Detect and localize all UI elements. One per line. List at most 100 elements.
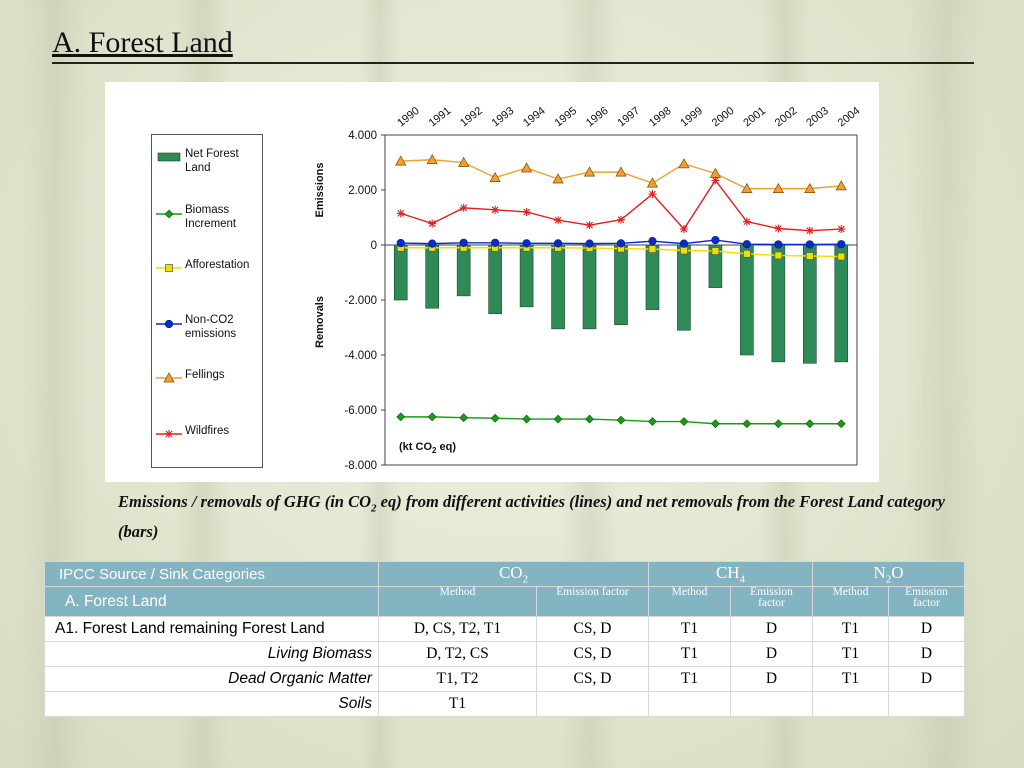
table-cell: T1 — [648, 616, 731, 642]
row-label: Living Biomass — [44, 641, 379, 667]
legend-marker — [165, 430, 173, 438]
marker-stroke — [523, 208, 530, 216]
table-header-n2o: N2O — [812, 561, 965, 587]
point-non-co2-emissions — [711, 235, 720, 245]
legend-label: Fellings — [185, 369, 225, 381]
table-cell: T1, T2 — [378, 666, 537, 692]
x-tick-label: 2002 — [773, 105, 800, 130]
legend-symbol — [156, 264, 182, 272]
point-wildfires — [679, 225, 688, 234]
marker-stroke — [460, 204, 468, 212]
bar-net-forest-land — [488, 244, 502, 315]
point-wildfires — [459, 203, 468, 212]
legend-item: Afforestation — [152, 257, 262, 291]
x-tick-label: 1997 — [615, 105, 642, 130]
legend-label: Net Forest Land — [185, 148, 239, 174]
point-wildfires — [585, 221, 594, 230]
marker-stroke — [712, 176, 719, 184]
gas-formula: O — [891, 562, 904, 582]
point-non-co2-emissions — [522, 239, 531, 248]
point-wildfires — [491, 205, 500, 214]
point-afforestation — [743, 249, 751, 258]
point-fellings — [804, 182, 816, 193]
table-header-row: IPCC Source / Sink Categories CO2 CH4 N2… — [44, 561, 965, 587]
table-cell: D — [888, 641, 965, 667]
marker-stroke — [554, 216, 562, 224]
point-wildfires — [711, 176, 720, 185]
y-tick-label: 4.000 — [348, 130, 377, 142]
emission-factor-header: Emission factor — [888, 586, 965, 617]
table-cell — [536, 691, 649, 717]
point-fellings — [458, 156, 470, 167]
bar-net-forest-land — [519, 244, 534, 308]
legend-item: Net Forest Land — [152, 147, 262, 181]
legend-item: Wildfires — [152, 423, 262, 457]
table-row: Dead Organic Matter T1, T2 CS, D T1 D T1… — [44, 666, 965, 692]
table-cell — [648, 691, 731, 717]
table-cell: T1 — [648, 666, 731, 692]
point-afforestation — [680, 246, 688, 255]
row-label: A1. Forest Land remaining Forest Land — [44, 616, 379, 642]
x-tick-label: 1998 — [647, 105, 674, 130]
bar-net-forest-land — [677, 244, 691, 331]
point-non-co2-emissions — [679, 239, 689, 248]
table-row: Soils T1 — [44, 691, 965, 717]
gas-subscript: 2 — [522, 573, 529, 586]
bar-net-forest-land — [740, 244, 754, 356]
slide-title: A. Forest Land — [52, 26, 233, 59]
legend-label: Afforestation — [185, 259, 250, 271]
point-non-co2-emissions — [428, 239, 437, 248]
point-wildfires — [428, 219, 437, 228]
x-tick-label: 1992 — [458, 105, 485, 130]
x-tick-label: 1994 — [521, 105, 548, 130]
method-header: Method — [378, 586, 537, 617]
bar-net-forest-land — [551, 244, 565, 330]
table-cell: CS, D — [536, 641, 649, 667]
point-non-co2-emissions — [616, 239, 626, 248]
y-tick-label: -4.000 — [344, 350, 377, 362]
chart-legend: Net Forest Land Biomass Increment Afforest… — [151, 134, 263, 468]
legend-symbol — [156, 319, 182, 329]
point-biomass-increment — [616, 415, 626, 425]
bar-net-forest-land — [645, 244, 660, 310]
legend-symbol — [156, 209, 182, 219]
legend-bar-swatch — [157, 152, 181, 162]
point-fellings — [615, 166, 627, 177]
bar-net-forest-land — [614, 244, 628, 326]
point-biomass-increment — [742, 419, 752, 429]
bar-net-forest-land — [582, 244, 597, 330]
marker-stroke — [428, 220, 436, 227]
point-non-co2-emissions — [553, 239, 563, 248]
x-tick-label: 2004 — [836, 105, 863, 130]
point-wildfires — [648, 190, 657, 199]
point-wildfires — [837, 225, 846, 234]
point-afforestation — [711, 247, 720, 255]
table-cell: T1 — [648, 641, 731, 667]
point-fellings — [678, 158, 690, 169]
legend-label: Biomass Increment — [185, 204, 237, 230]
legend-symbol — [157, 152, 181, 162]
table-cell: D, T2, CS — [378, 641, 537, 667]
point-fellings — [489, 171, 501, 182]
point-wildfires — [554, 216, 563, 225]
caption-subscript: 2 — [371, 502, 377, 515]
marker-stroke — [586, 221, 593, 229]
table-cell: CS, D — [536, 616, 649, 642]
chart-panel: 4.000 2.000 0 -2.000 -4.000 -6.000 -8.000 1990 1… — [105, 82, 879, 482]
point-biomass-increment — [585, 414, 594, 424]
marker-stroke — [806, 227, 814, 235]
point-wildfires — [805, 226, 814, 235]
x-tick-label: 2003 — [804, 105, 831, 130]
point-non-co2-emissions — [459, 238, 468, 247]
legend-marker — [164, 209, 174, 219]
table-subheader-forest-land: A. Forest Land — [44, 586, 379, 617]
point-fellings — [646, 177, 659, 188]
point-non-co2-emissions — [742, 240, 751, 249]
table-cell: D — [730, 641, 813, 667]
point-fellings — [552, 173, 564, 184]
table-cell: T1 — [812, 616, 889, 642]
gas-formula: CH — [715, 562, 740, 582]
marker-stroke — [491, 206, 499, 214]
point-non-co2-emissions — [805, 240, 814, 249]
